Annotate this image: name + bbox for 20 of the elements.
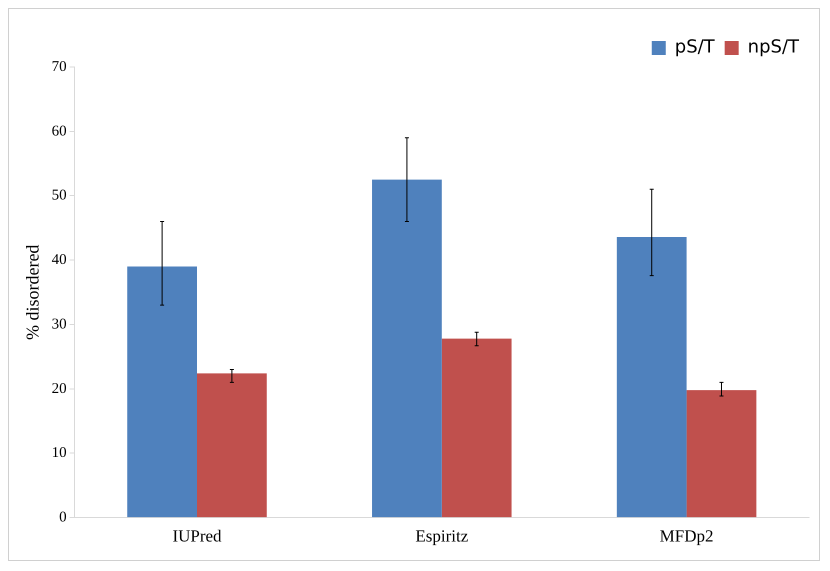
bar: [442, 338, 512, 518]
bar: [127, 266, 197, 518]
bar: [616, 236, 687, 518]
y-tick-label: 70: [52, 58, 67, 75]
legend-label: npS/T: [748, 36, 800, 58]
legend-label: pS/T: [674, 36, 716, 58]
bar: [197, 373, 267, 518]
y-tick-label: 60: [52, 123, 67, 140]
y-tick-label: 0: [59, 510, 67, 526]
y-tick-label: 10: [52, 445, 67, 462]
x-tick-label: IUPred: [172, 526, 222, 546]
y-tick-label: 30: [52, 316, 67, 332]
y-tick-label: 40: [52, 252, 67, 268]
x-tick-label: Espiritz: [415, 526, 469, 546]
bar: [686, 390, 756, 518]
y-tick-label: 50: [52, 188, 67, 204]
y-tick-label: 20: [52, 380, 67, 397]
x-tick-label: MFDp2: [660, 526, 714, 546]
bar: [372, 180, 442, 518]
y-axis-title: % disordered: [22, 244, 43, 340]
